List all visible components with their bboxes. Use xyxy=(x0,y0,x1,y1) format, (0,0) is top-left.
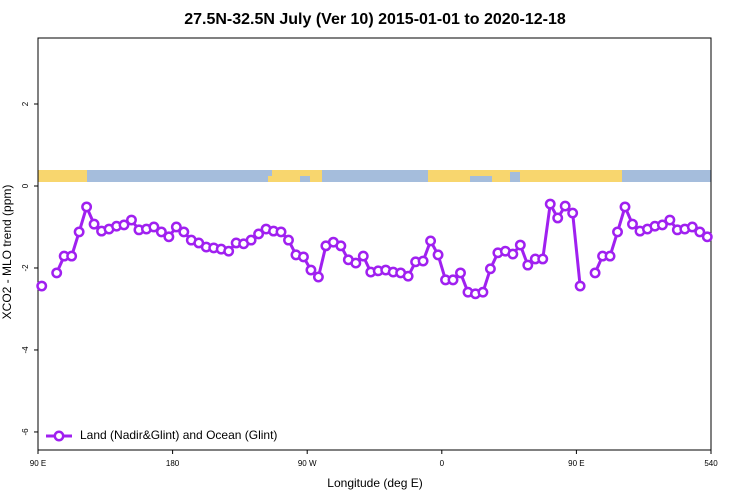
point xyxy=(627,218,638,230)
point xyxy=(357,250,369,262)
point xyxy=(312,271,324,283)
point xyxy=(604,250,616,262)
legend-marker xyxy=(53,430,65,442)
point xyxy=(148,221,160,233)
y-tick-label: -6 xyxy=(21,428,30,436)
point xyxy=(484,263,496,275)
x-tick-label: 90 E xyxy=(568,459,584,468)
point xyxy=(88,218,100,230)
point xyxy=(612,226,623,238)
point xyxy=(664,214,676,226)
x-tick-label: 180 xyxy=(166,459,180,468)
point xyxy=(559,200,571,212)
point xyxy=(223,245,235,257)
point xyxy=(178,226,190,238)
point xyxy=(656,219,668,231)
point xyxy=(522,259,534,271)
point xyxy=(455,267,466,279)
y-tick-label: 0 xyxy=(21,183,30,188)
point xyxy=(118,219,130,231)
point xyxy=(253,228,265,240)
point xyxy=(507,248,519,260)
land-ocean-strip xyxy=(38,170,711,182)
point xyxy=(567,207,579,219)
point xyxy=(73,226,85,238)
point xyxy=(126,214,137,226)
point xyxy=(447,274,459,286)
point xyxy=(36,280,48,292)
point xyxy=(432,249,444,261)
point xyxy=(350,257,362,269)
plot-frame xyxy=(37,37,712,451)
legend-label: Land (Nadir&Glint) and Ocean (Glint) xyxy=(80,428,277,442)
point xyxy=(305,264,317,276)
y-axis-label: XCO2 - MLO trend (ppm) xyxy=(0,185,14,320)
point xyxy=(552,212,564,224)
point xyxy=(163,231,175,243)
point xyxy=(619,201,631,213)
x-tick-label: 0 xyxy=(440,459,445,468)
point xyxy=(514,239,526,251)
point xyxy=(155,226,167,238)
y-tick-label: 2 xyxy=(21,101,30,106)
y-tick-label: -2 xyxy=(21,264,30,272)
point xyxy=(51,267,63,279)
point xyxy=(81,201,93,213)
point xyxy=(477,286,489,298)
point xyxy=(694,226,706,238)
point xyxy=(425,235,437,247)
x-tick-label: 90 E xyxy=(30,459,46,468)
x-tick-label: 90 W xyxy=(298,459,317,468)
point xyxy=(686,221,698,233)
point xyxy=(402,270,414,282)
y-tick-label: -4 xyxy=(21,346,30,354)
point xyxy=(589,267,601,279)
point xyxy=(537,253,549,265)
point xyxy=(283,234,294,246)
chart-title: 27.5N-32.5N July (Ver 10) 2015-01-01 to … xyxy=(184,11,566,28)
x-axis-label: Longitude (deg E) xyxy=(327,476,422,490)
point xyxy=(275,226,287,238)
point xyxy=(298,251,309,263)
point xyxy=(66,250,78,262)
point xyxy=(544,198,556,210)
point xyxy=(417,255,429,267)
point xyxy=(335,240,347,252)
point xyxy=(245,234,257,246)
point xyxy=(170,221,182,233)
x-tick-label: 540 xyxy=(704,459,718,468)
point xyxy=(574,280,586,292)
point xyxy=(701,231,713,243)
